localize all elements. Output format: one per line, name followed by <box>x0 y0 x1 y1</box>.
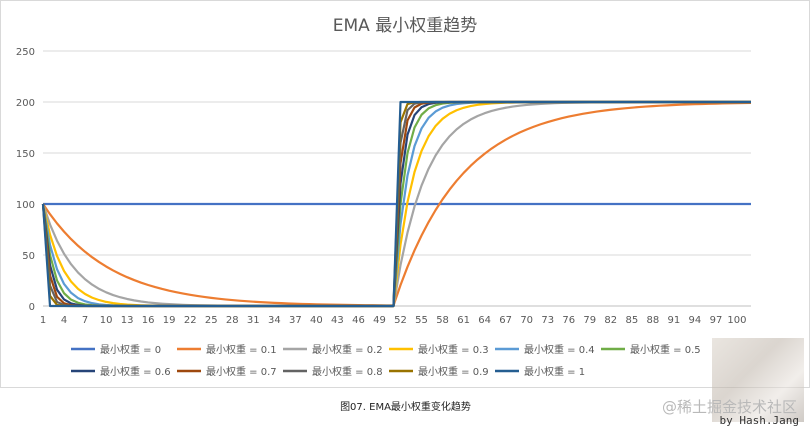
x-tick-label: 31 <box>247 315 260 326</box>
x-tick-label: 22 <box>184 315 197 326</box>
x-tick-label: 85 <box>625 315 638 326</box>
x-tick-label: 4 <box>61 315 67 326</box>
x-tick-label: 52 <box>394 315 407 326</box>
y-tick-label: 250 <box>16 47 35 58</box>
x-tick-label: 13 <box>121 315 134 326</box>
chart-title: EMA 最小权重趋势 <box>333 16 477 36</box>
x-tick-label: 64 <box>478 315 491 326</box>
x-tick-label: 70 <box>520 315 533 326</box>
x-tick-label: 46 <box>352 315 365 326</box>
legend-label: 最小权重 = 0.8 <box>312 365 383 378</box>
x-tick-label: 40 <box>310 315 323 326</box>
x-tick-label: 19 <box>163 315 176 326</box>
legend-label: 最小权重 = 0.6 <box>100 365 171 378</box>
y-tick-label: 150 <box>16 149 35 160</box>
figure-caption: 图07. EMA最小权重变化趋势 <box>340 402 471 413</box>
series-line-10 <box>41 100 751 308</box>
legend-label: 最小权重 = 0.1 <box>206 343 277 356</box>
x-tick-label: 88 <box>646 315 659 326</box>
x-tick-label: 43 <box>331 315 344 326</box>
x-tick-label: 55 <box>415 315 428 326</box>
x-tick-label: 97 <box>710 315 723 326</box>
legend-label: 最小权重 = 1 <box>524 365 585 378</box>
x-tick-label: 1 <box>40 315 46 326</box>
y-tick-label: 50 <box>22 251 35 262</box>
x-tick-label: 79 <box>583 315 596 326</box>
legend-label: 最小权重 = 0.9 <box>418 365 489 378</box>
x-tick-label: 61 <box>457 315 470 326</box>
y-tick-label: 200 <box>16 98 35 109</box>
x-tick-label: 49 <box>373 315 386 326</box>
series-line-1 <box>42 101 752 307</box>
legend-label: 最小权重 = 0.5 <box>630 343 701 356</box>
x-tick-label: 10 <box>100 315 113 326</box>
legend-label: 最小权重 = 0.7 <box>206 365 277 378</box>
x-tick-label: 58 <box>436 315 449 326</box>
x-tick-label: 67 <box>499 315 512 326</box>
y-tick-label: 0 <box>29 302 35 313</box>
y-axis: 0 50 100 150 200 250 <box>16 47 35 313</box>
legend: 最小权重 = 0 最小权重 = 0.1 最小权重 = 0.2 最小权重 = 0.3 最小… <box>71 343 701 378</box>
x-tick-label: 82 <box>604 315 617 326</box>
chart-frame: EMA 最小权重趋势 0 50 100 150 200 250 1 4 7 10 13 16 19 22… <box>0 0 810 388</box>
x-tick-label: 34 <box>268 315 281 326</box>
x-tick-label: 100 <box>727 315 746 326</box>
series-lines <box>41 100 752 308</box>
thumbnail-image <box>712 338 804 422</box>
x-axis: 1 4 7 10 13 16 19 22 25 28 31 34 37 40 43 46 49 52 55 58 61 6… <box>40 315 747 326</box>
x-tick-label: 7 <box>82 315 88 326</box>
legend-label: 最小权重 = 0.2 <box>312 343 383 356</box>
x-tick-label: 16 <box>142 315 155 326</box>
x-tick-label: 25 <box>205 315 218 326</box>
y-tick-label: 100 <box>16 200 35 211</box>
author-byline: by Hash.Jang <box>719 414 799 427</box>
x-tick-label: 73 <box>541 315 554 326</box>
x-tick-label: 37 <box>289 315 302 326</box>
x-tick-label: 91 <box>668 315 681 326</box>
watermark: @稀土掘金技术社区 <box>661 398 797 416</box>
x-tick-label: 94 <box>689 315 702 326</box>
legend-label: 最小权重 = 0.3 <box>418 343 489 356</box>
x-tick-label: 28 <box>226 315 239 326</box>
ema-line-chart: EMA 最小权重趋势 0 50 100 150 200 250 1 4 7 10 13 16 19 22… <box>16 16 752 378</box>
legend-label: 最小权重 = 0.4 <box>524 343 595 356</box>
legend-label: 最小权重 = 0 <box>100 343 161 356</box>
x-tick-label: 76 <box>562 315 575 326</box>
